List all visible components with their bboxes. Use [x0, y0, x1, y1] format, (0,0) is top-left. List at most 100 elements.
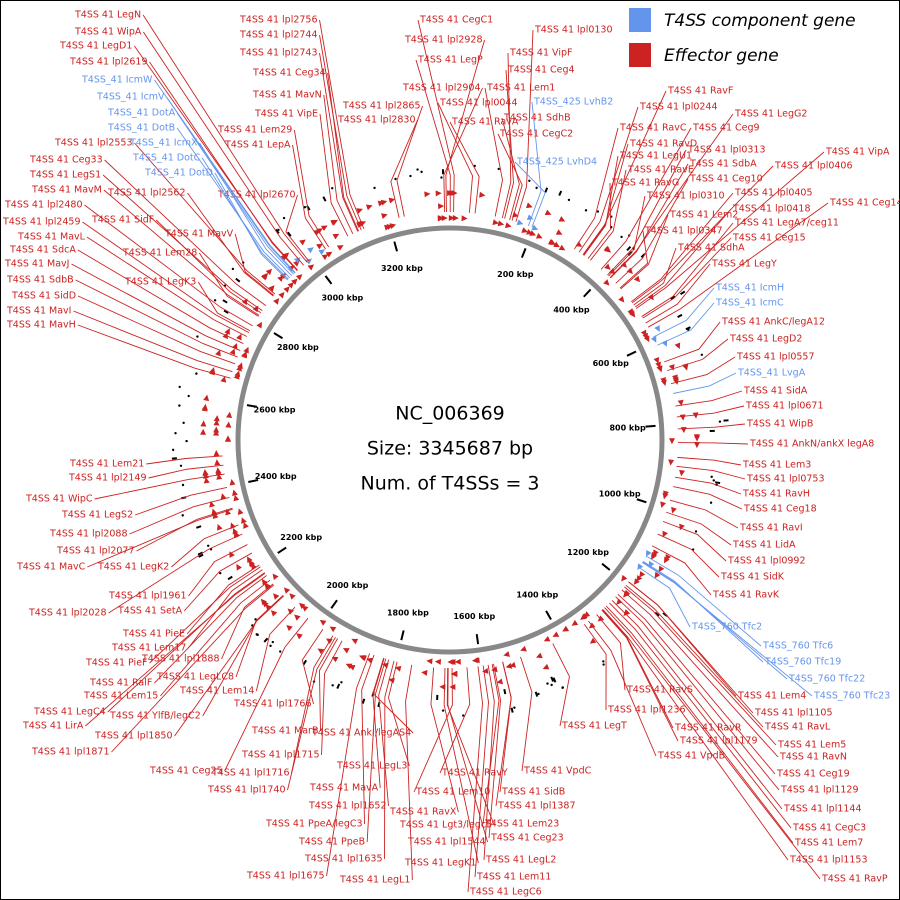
- feature-arrow: [356, 208, 363, 214]
- gene-label: T4SS 41 Ceg34: [252, 68, 326, 79]
- feature-arrow: [668, 459, 675, 466]
- feature-arrow: [394, 665, 402, 672]
- leader-line: [657, 302, 715, 346]
- scale-tick: [636, 498, 647, 504]
- gene-label: T4SS 41 lpl2743: [239, 48, 318, 59]
- feature-bar: [223, 309, 229, 314]
- leader-line: [198, 252, 259, 317]
- feature-arrow: [643, 335, 650, 343]
- feature-arrow: [639, 571, 646, 578]
- feature-arrow: [655, 361, 661, 369]
- feature-dot: [497, 167, 500, 171]
- feature-arrow: [222, 332, 228, 340]
- feature-arrow: [329, 626, 337, 633]
- gene-label: T4SS 41 lpl2480: [4, 200, 83, 211]
- feature-dot: [206, 544, 210, 547]
- gene-label: T4SS 41 LegK2: [97, 562, 169, 573]
- gene-label: T4SS 41 LegA7/ceg11: [734, 218, 839, 229]
- gene-label: T4SS 41 MavV: [164, 229, 234, 240]
- feature-arrow: [249, 560, 256, 568]
- gene-label: T4SS 41 SdbB: [6, 275, 74, 286]
- feature-bar: [235, 277, 241, 283]
- gene-label: T4SS 41 lpl0310: [646, 191, 725, 202]
- leader-line: [148, 464, 224, 479]
- leader-line: [71, 263, 241, 351]
- gene-label: T4SS 41 SdcA: [9, 245, 76, 256]
- feature-arrow: [535, 233, 543, 239]
- feature-dot: [528, 179, 531, 182]
- leader-line: [417, 19, 455, 213]
- leader-line: [484, 87, 503, 217]
- leader-line: [578, 106, 639, 253]
- leader-line: [176, 127, 291, 279]
- feature-arrow: [435, 190, 442, 197]
- feature-dot: [271, 640, 274, 644]
- scale-label: 2600 kbp: [254, 405, 296, 414]
- feature-arrow: [209, 367, 216, 374]
- leader-line: [590, 169, 627, 261]
- leader-line: [609, 113, 734, 278]
- gene-label: T4SS 41 lpl2077: [56, 546, 135, 557]
- feature-dot: [513, 706, 516, 709]
- feature-bar: [677, 313, 683, 318]
- gene-label: T4SS_41 DotC: [132, 153, 201, 164]
- leader-line: [651, 545, 712, 596]
- leader-line: [574, 127, 619, 250]
- gene-label: T4SS 41 VipE: [254, 109, 318, 120]
- gene-label: T4SS 41 RavX: [389, 807, 457, 818]
- feature-arrow: [654, 325, 660, 332]
- leader-line: [588, 620, 657, 757]
- leader-line: [667, 338, 729, 372]
- feature-arrow: [246, 556, 253, 564]
- feature-arrow: [321, 254, 329, 261]
- leader-line: [677, 423, 746, 430]
- scale-tick: [583, 288, 592, 298]
- gene-label: T4SS 41 LegLC8: [156, 672, 234, 683]
- feature-arrow: [277, 275, 284, 282]
- gene-label: T4SS 41 LegT: [561, 721, 627, 732]
- leader-line: [676, 465, 746, 480]
- feature-arrow: [216, 523, 223, 531]
- leader-line: [445, 39, 485, 213]
- leader-line: [628, 581, 754, 714]
- leader-line: [188, 569, 263, 649]
- feature-dot: [620, 235, 623, 239]
- feature-arrow: [215, 349, 221, 357]
- gene-label: T4SS 41 Ceg19: [776, 769, 850, 780]
- feature-arrow: [241, 351, 248, 358]
- leader-line: [86, 236, 248, 337]
- feature-arrow: [202, 469, 209, 476]
- feature-arrow: [664, 556, 670, 564]
- feature-arrow: [319, 619, 327, 626]
- feature-arrow: [531, 224, 539, 231]
- leader-line: [188, 544, 248, 597]
- gene-label: T4SS_41 IcmW: [81, 75, 153, 86]
- feature-arrow: [653, 357, 660, 364]
- leader-line: [501, 52, 512, 219]
- leader-line: [111, 584, 275, 753]
- feature-arrow: [461, 215, 468, 222]
- gene-label: T4SS 41 VpdC: [523, 766, 592, 777]
- leader-line: [675, 390, 743, 407]
- gene-label: T4SS_425 LvhB2: [533, 97, 613, 108]
- gene-label: T4SS 41 LegL2: [485, 855, 556, 866]
- feature-dot: [416, 168, 419, 171]
- leader-line: [587, 182, 611, 259]
- feature-arrow: [287, 282, 294, 289]
- feature-dot: [596, 210, 600, 213]
- leader-line: [635, 151, 825, 309]
- gene-label: T4SS 41 lpl1129: [780, 785, 859, 796]
- leader-line: [199, 142, 293, 277]
- feature-arrow: [225, 508, 232, 516]
- feature-arrow: [213, 429, 220, 436]
- leader-line: [583, 623, 607, 711]
- leader-line: [662, 520, 727, 562]
- leader-line: [615, 596, 780, 791]
- gene-label: T4SS 41 Ceg23: [490, 833, 564, 844]
- feature-dot: [187, 394, 190, 398]
- feature-arrow: [608, 268, 616, 275]
- feature-arrow: [555, 229, 563, 235]
- gene-label: T4SS 41 lpl1716: [211, 768, 290, 779]
- leader-line: [291, 635, 334, 774]
- gene-label: T4SS 41 LegD1: [59, 41, 132, 52]
